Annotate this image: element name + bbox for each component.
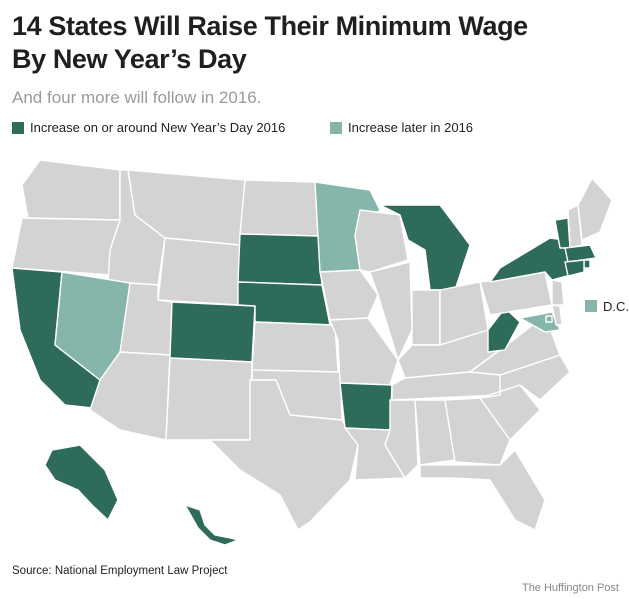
state-texas	[209, 379, 359, 531]
state-alaska	[44, 444, 119, 521]
credit: The Huffington Post	[521, 582, 619, 594]
state-iowa	[319, 269, 379, 321]
subtitle: And four more will follow in 2016.	[12, 88, 262, 107]
state-south-dakota	[237, 233, 323, 286]
state-connecticut	[564, 259, 585, 277]
state-north-carolina	[479, 354, 571, 401]
us-map	[11, 159, 613, 546]
state-kansas	[251, 321, 339, 373]
state-indiana	[411, 289, 441, 346]
legend-swatch-later	[330, 121, 342, 134]
state-oregon	[11, 217, 121, 276]
legend-item-new-year: Increase on or around New Year’s Day 201…	[12, 120, 285, 135]
state-new-jersey	[551, 279, 565, 306]
state-rhode-island	[583, 259, 591, 269]
dc-label: D.C.	[603, 299, 629, 314]
state-north-dakota	[239, 179, 319, 237]
state-washington	[21, 159, 121, 221]
legend-label-later: Increase later in 2016	[348, 120, 474, 135]
state-arkansas	[339, 382, 393, 431]
state-florida	[419, 449, 546, 531]
state-new-mexico	[165, 357, 253, 441]
state-hawaii	[184, 504, 239, 546]
state-wisconsin	[354, 209, 409, 273]
state-wyoming	[157, 237, 241, 306]
chart-title: 14 States Will Raise Their Minimum Wage …	[12, 10, 612, 76]
state-maine	[577, 177, 613, 241]
state-new-hampshire	[567, 204, 583, 249]
title-line-2: By New Year’s Day	[12, 44, 247, 74]
state-virginia	[469, 314, 561, 376]
legend-swatch-new-year	[12, 121, 24, 134]
state-georgia	[444, 397, 511, 466]
title-line-1: 14 States Will Raise Their Minimum Wage	[12, 11, 528, 41]
state-colorado	[169, 301, 256, 363]
dc-swatch	[585, 300, 597, 312]
legend-item-later: Increase later in 2016	[330, 120, 473, 135]
state-pennsylvania	[479, 271, 553, 316]
legend-label-new-year: Increase on or around New Year’s Day 201…	[30, 120, 286, 135]
state-massachusetts	[564, 244, 597, 263]
state-district-of-columbia	[545, 315, 553, 323]
source-note: Source: National Employment Law Project	[12, 565, 228, 577]
state-illinois	[369, 261, 413, 361]
state-new-york	[489, 237, 571, 283]
